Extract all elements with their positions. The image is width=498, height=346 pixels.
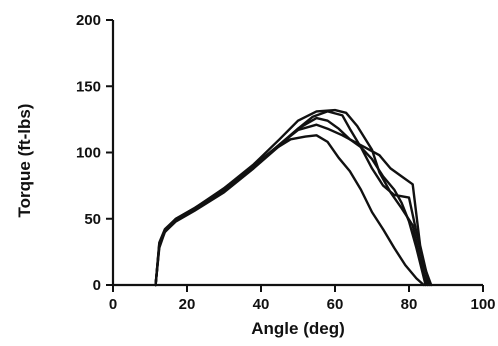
ticks: 0 20 40 60 80 100 0 50 100 150 200 — [76, 12, 496, 313]
x-tick-label-100: 100 — [470, 296, 495, 313]
y-tick-label-100: 100 — [76, 145, 101, 162]
x-tick-label-80: 80 — [401, 296, 418, 313]
x-tick-label-40: 40 — [253, 296, 270, 313]
x-tick-label-60: 60 — [327, 296, 344, 313]
series-line-2 — [154, 116, 431, 287]
y-tick-label-150: 150 — [76, 78, 101, 95]
axes — [111, 20, 483, 287]
x-tick-label-20: 20 — [179, 296, 196, 313]
y-axis-title: Torque (ft-lbs) — [15, 104, 34, 218]
series-line-5 — [154, 108, 429, 287]
plot-lines — [154, 108, 433, 287]
x-tick-label-0: 0 — [109, 296, 117, 313]
y-tick-label-50: 50 — [84, 211, 101, 228]
y-tick-label-200: 200 — [76, 12, 101, 29]
series-line-3 — [154, 123, 427, 287]
y-tick-label-0: 0 — [93, 277, 101, 294]
series-line-1 — [154, 110, 433, 287]
x-axis-title: Angle (deg) — [251, 319, 345, 338]
